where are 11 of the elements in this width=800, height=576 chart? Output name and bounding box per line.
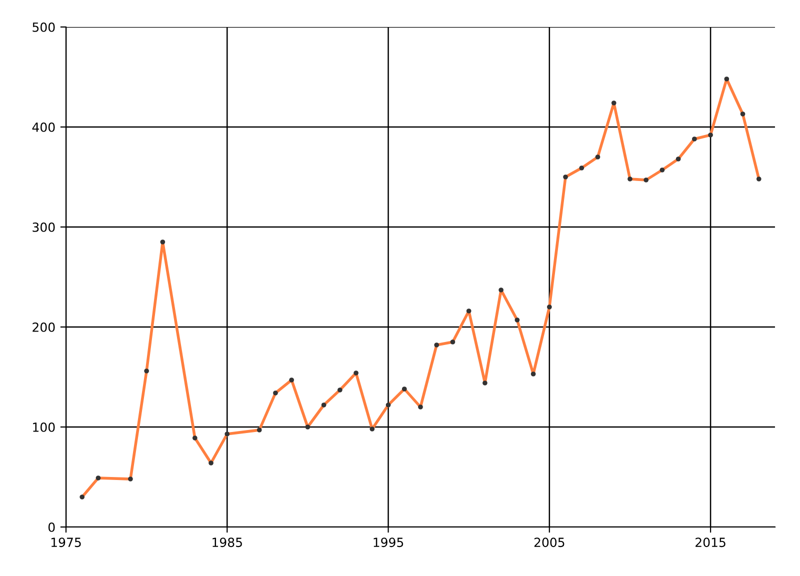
y-tick-label: 200 [32,322,55,332]
x-tick-label: 2005 [534,538,564,548]
x-tick-label: 1995 [374,538,404,548]
y-tick-label: 300 [32,222,55,232]
y-tick-label: 400 [32,122,55,132]
x-tick-label: 1985 [212,538,242,548]
x-tick-label: 1975 [51,538,81,548]
y-tick-label: 100 [33,422,55,432]
y-tick-label: 0 [48,522,55,532]
y-tick-label: 500 [32,22,55,32]
x-tick-label: 2015 [696,538,726,548]
